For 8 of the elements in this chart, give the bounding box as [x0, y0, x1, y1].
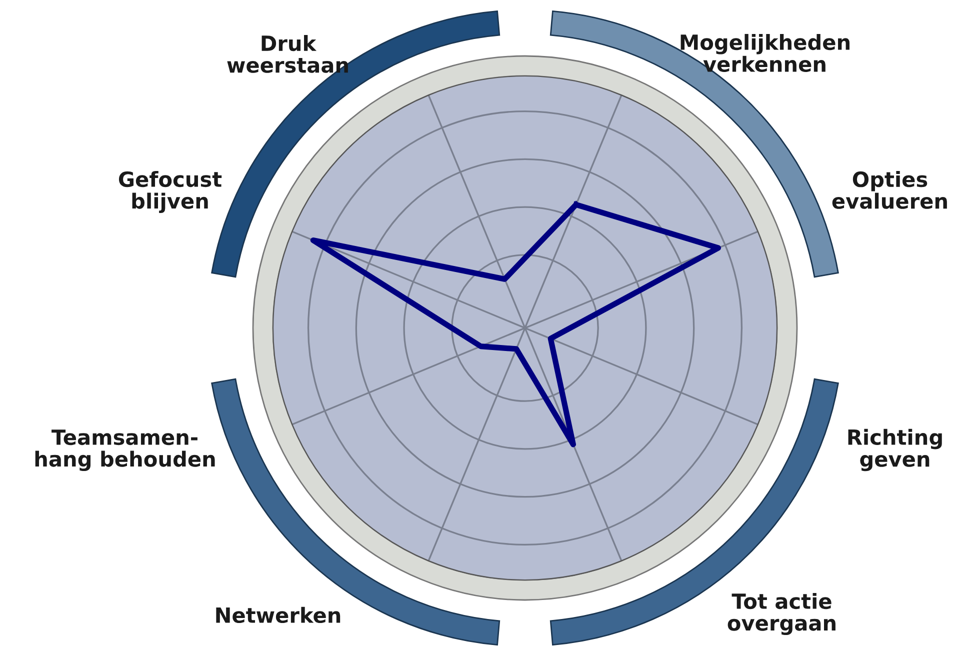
- spoke-label: Gefocust blijven: [118, 170, 222, 214]
- spoke-label: Opties evalueren: [832, 171, 947, 209]
- spoke-label: Teamsamen- hang behouden: [35, 430, 215, 472]
- spoke-label: Tot actie overgaan: [728, 592, 836, 636]
- spoke-label: Richting geven: [848, 428, 942, 472]
- spoke-label: Mogelijkheden verkennen: [680, 34, 850, 72]
- spoke-label: Druk weerstaan: [227, 35, 348, 73]
- spoke-label: Netwerken: [216, 606, 340, 624]
